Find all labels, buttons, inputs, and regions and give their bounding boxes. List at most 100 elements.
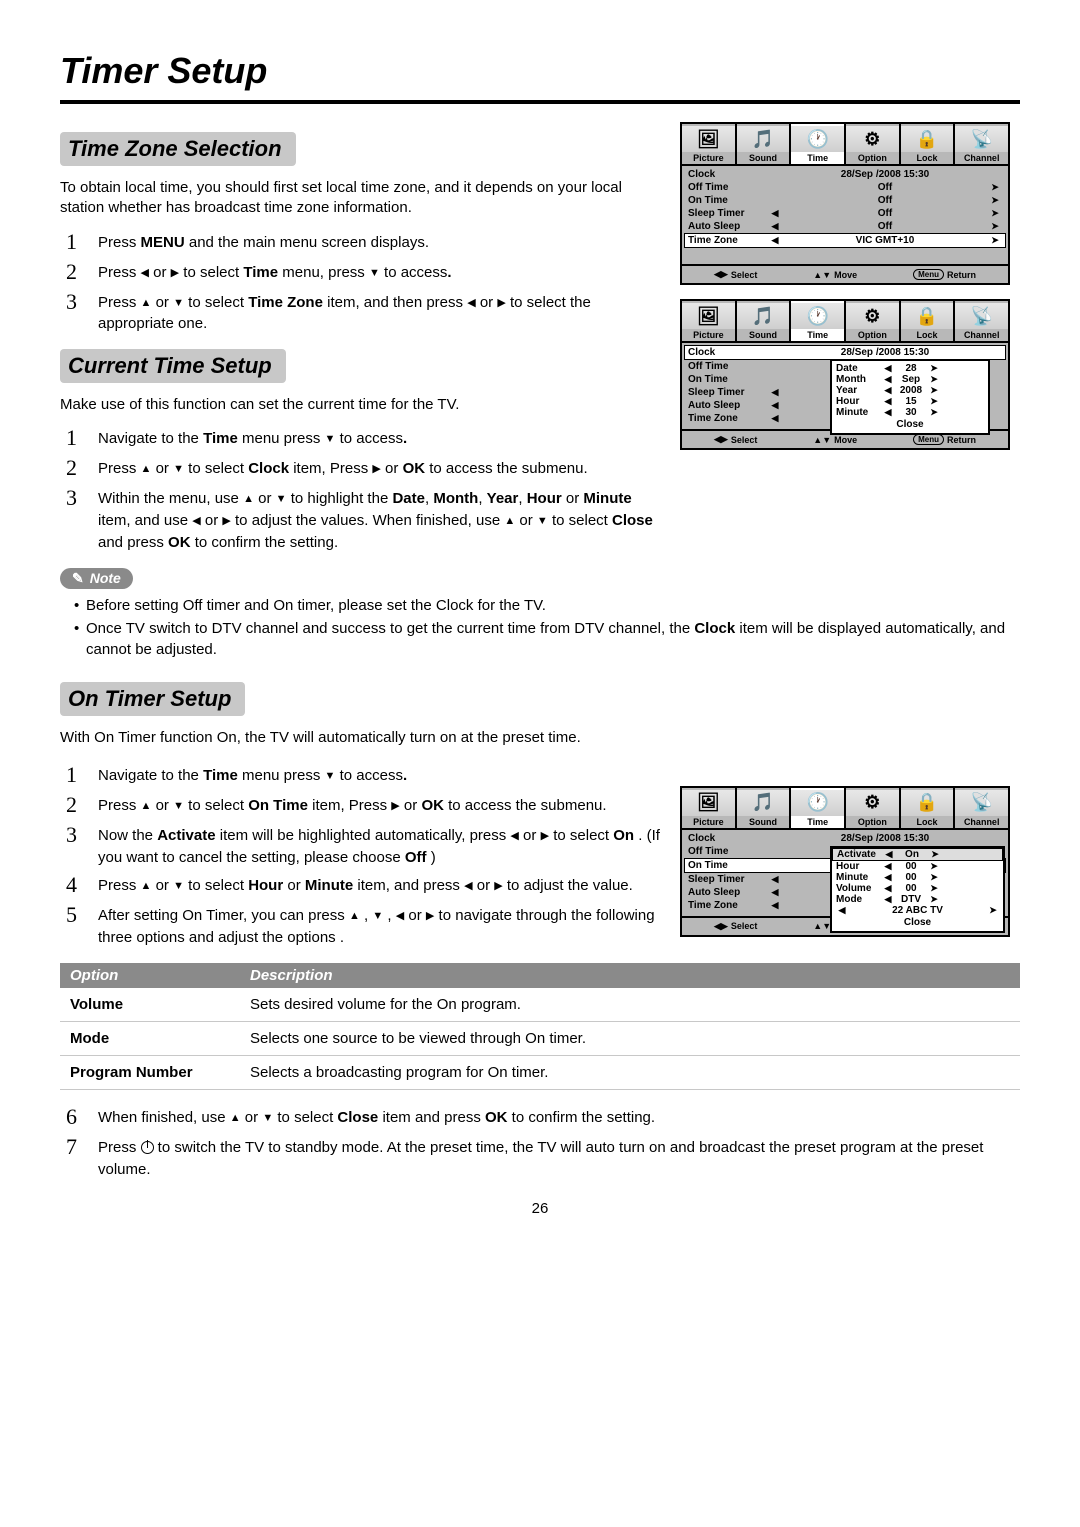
step-text: Press ▲ or ▼ to select On Time item, Pre…: [98, 792, 607, 818]
down-icon: ▼: [262, 1112, 273, 1124]
osd-tab-lock: 🔒Lock: [901, 788, 956, 828]
step-text: Navigate to the Time menu press ▼ to acc…: [98, 762, 407, 788]
page-number: 26: [60, 1200, 1020, 1217]
step-number: 1: [66, 229, 98, 255]
step-text: After setting On Timer, you can press ▲ …: [98, 902, 664, 949]
hand-icon: ✎: [72, 570, 84, 587]
clock-icon: 🕐: [791, 303, 844, 329]
picture-icon: 🖼: [682, 126, 735, 152]
step-text: Navigate to the Time menu press ▼ to acc…: [98, 425, 407, 451]
left-icon: ◀: [467, 297, 475, 309]
right-icon: ▶: [541, 830, 549, 842]
down-icon: ▼: [173, 463, 184, 475]
osd-popup-clock: Date◀28➤ Month◀Sep➤ Year◀2008➤ Hour◀15➤ …: [830, 359, 990, 435]
left-icon: ◀: [141, 267, 149, 279]
up-icon: ▲: [504, 515, 515, 527]
osd-tab-channel: 📡Channel: [955, 124, 1008, 164]
channel-icon: 📡: [955, 790, 1008, 816]
option-icon: ⚙: [846, 303, 899, 329]
heading-timezone: Time Zone Selection: [60, 132, 296, 166]
intro-ots: With On Timer function On, the TV will a…: [60, 728, 1020, 748]
down-icon: ▼: [173, 800, 184, 812]
channel-icon: 📡: [955, 303, 1008, 329]
osd-tab-time: 🕐Time: [791, 124, 846, 164]
td-key: Program Number: [60, 1055, 240, 1089]
left-icon: ◀: [192, 515, 200, 527]
osd-tab-time: 🕐Time: [791, 788, 846, 828]
osd-tab-sound: 🎵Sound: [737, 788, 792, 828]
osd-row-selected: Clock28/Sep /2008 15:30: [684, 345, 1006, 360]
osd-row-selected: Time Zone◀VIC GMT+10➤: [684, 233, 1006, 248]
heading-current-time: Current Time Setup: [60, 349, 286, 383]
step-number: 3: [66, 822, 98, 869]
step-number: 5: [66, 902, 98, 949]
right-icon: ▶: [497, 297, 505, 309]
down-icon: ▼: [173, 297, 184, 309]
down-icon: ▼: [369, 267, 380, 279]
step-text: Press ◀ or ▶ to select Time menu, press …: [98, 259, 452, 285]
step-number: 4: [66, 872, 98, 898]
osd-tab-channel: 📡Channel: [955, 301, 1008, 341]
options-table: OptionDescription VolumeSets desired vol…: [60, 963, 1020, 1090]
osd-tab-picture: 🖼Picture: [682, 124, 737, 164]
option-icon: ⚙: [846, 126, 899, 152]
step-text: Now the Activate item will be highlighte…: [98, 822, 664, 869]
osd-popup-ontime: Activate◀On➤ Hour◀00➤ Minute◀00➤ Volume◀…: [830, 846, 1005, 933]
channel-icon: 📡: [955, 126, 1008, 152]
step-text: Press ▲ or ▼ to select Clock item, Press…: [98, 455, 588, 481]
right-icon: ▶: [171, 267, 179, 279]
menu-pill-icon: Menu: [913, 434, 944, 445]
up-icon: ▲: [141, 297, 152, 309]
step-number: 3: [66, 485, 98, 553]
power-icon: [141, 1141, 154, 1154]
osd-tab-picture: 🖼Picture: [682, 788, 737, 828]
td-key: Mode: [60, 1021, 240, 1055]
step-number: 1: [66, 425, 98, 451]
step-text: Press to switch the TV to standby mode. …: [98, 1134, 1020, 1181]
osd-timezone: 🖼Picture 🎵Sound 🕐Time ⚙Option 🔒Lock 📡Cha…: [680, 122, 1010, 285]
td-val: Selects one source to be viewed through …: [240, 1021, 1020, 1055]
td-val: Sets desired volume for the On program.: [240, 988, 1020, 1022]
step-number: 3: [66, 289, 98, 336]
step-text: Within the menu, use ▲ or ▼ to highlight…: [98, 485, 664, 553]
step-number: 2: [66, 259, 98, 285]
down-icon: ▼: [325, 770, 336, 782]
clock-icon: 🕐: [791, 126, 844, 152]
note-badge: ✎Note: [60, 568, 133, 589]
up-icon: ▲: [141, 463, 152, 475]
osd-tab-option: ⚙Option: [846, 124, 901, 164]
up-icon: ▲: [141, 880, 152, 892]
intro-cts: Make use of this function can set the cu…: [60, 395, 664, 415]
td-val: Selects a broadcasting program for On ti…: [240, 1055, 1020, 1089]
td-key: Volume: [60, 988, 240, 1022]
picture-icon: 🖼: [682, 303, 735, 329]
left-icon: ◀: [464, 880, 472, 892]
step-number: 7: [66, 1134, 98, 1181]
sound-icon: 🎵: [737, 126, 790, 152]
title-rule: [60, 100, 1020, 104]
down-icon: ▼: [372, 910, 383, 922]
sound-icon: 🎵: [737, 303, 790, 329]
lock-icon: 🔒: [901, 126, 954, 152]
sound-icon: 🎵: [737, 790, 790, 816]
osd-tab-lock: 🔒Lock: [901, 301, 956, 341]
osd-tab-sound: 🎵Sound: [737, 124, 792, 164]
lock-icon: 🔒: [901, 790, 954, 816]
step-number: 6: [66, 1104, 98, 1130]
step-number: 1: [66, 762, 98, 788]
down-icon: ▼: [325, 433, 336, 445]
step-text: Press MENU and the main menu screen disp…: [98, 229, 429, 255]
left-icon: ◀: [510, 830, 518, 842]
up-icon: ▲: [230, 1112, 241, 1124]
intro-tzs: To obtain local time, you should first s…: [60, 178, 664, 219]
note-item: Once TV switch to DTV channel and succes…: [74, 618, 1020, 660]
step-text: Press ▲ or ▼ to select Time Zone item, a…: [98, 289, 664, 336]
osd-tab-time: 🕐Time: [791, 301, 846, 341]
up-icon: ▲: [141, 800, 152, 812]
note-item: Before setting Off timer and On timer, p…: [74, 595, 1020, 616]
osd-tab-picture: 🖼Picture: [682, 301, 737, 341]
option-icon: ⚙: [846, 790, 899, 816]
menu-pill-icon: Menu: [913, 269, 944, 280]
right-icon: ▶: [372, 463, 380, 475]
down-icon: ▼: [276, 493, 287, 505]
